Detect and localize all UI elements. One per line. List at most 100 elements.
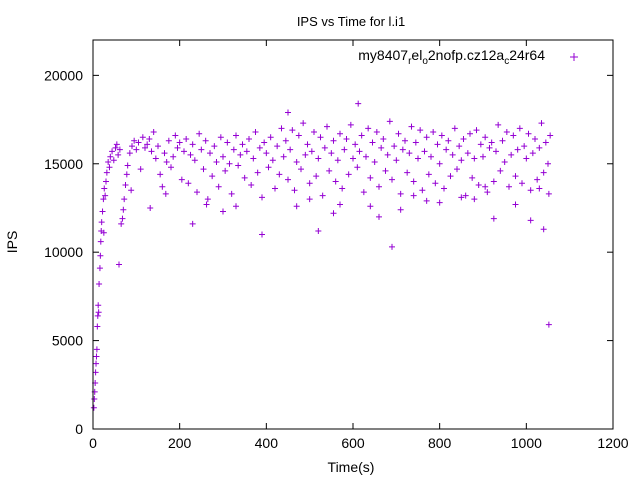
data-point bbox=[304, 141, 311, 148]
data-point bbox=[97, 252, 104, 259]
data-point bbox=[399, 146, 406, 153]
data-point bbox=[93, 353, 100, 360]
data-point bbox=[397, 190, 404, 197]
data-point bbox=[265, 164, 272, 171]
data-point bbox=[233, 132, 239, 139]
data-point bbox=[449, 151, 456, 158]
data-point bbox=[391, 143, 398, 150]
legend-label-part: c bbox=[504, 56, 509, 67]
data-point bbox=[308, 148, 315, 155]
data-point bbox=[116, 146, 123, 153]
data-point bbox=[367, 174, 374, 181]
data-point bbox=[92, 369, 99, 376]
data-point bbox=[269, 157, 276, 164]
data-point bbox=[280, 153, 287, 160]
data-point bbox=[311, 128, 317, 135]
data-point bbox=[486, 144, 493, 151]
data-point bbox=[159, 183, 166, 190]
data-point bbox=[371, 159, 378, 166]
data-point bbox=[124, 162, 131, 169]
legend-label-part: o bbox=[422, 56, 428, 67]
data-point bbox=[456, 143, 463, 150]
data-point bbox=[123, 171, 130, 178]
data-point bbox=[408, 123, 415, 130]
data-point bbox=[278, 125, 285, 132]
data-point bbox=[534, 176, 541, 183]
data-point bbox=[330, 137, 337, 144]
data-point bbox=[237, 151, 244, 158]
x-tick-label: 600 bbox=[341, 435, 365, 451]
data-point bbox=[443, 146, 450, 153]
data-point bbox=[438, 132, 445, 139]
data-point bbox=[430, 128, 437, 135]
data-point bbox=[363, 153, 369, 160]
data-point bbox=[347, 121, 354, 128]
data-point bbox=[321, 144, 328, 151]
y-tick-label: 0 bbox=[75, 421, 83, 437]
data-point bbox=[174, 144, 181, 151]
data-point bbox=[94, 312, 101, 319]
data-point bbox=[337, 130, 343, 137]
data-point bbox=[512, 173, 519, 180]
data-point bbox=[332, 178, 339, 185]
data-point bbox=[121, 196, 128, 203]
legend: my8407relo2nofp.cz12ac24r64 bbox=[358, 47, 578, 67]
data-point bbox=[480, 153, 486, 160]
data-point bbox=[248, 181, 255, 188]
data-point bbox=[129, 143, 135, 150]
data-point bbox=[417, 127, 424, 134]
data-point bbox=[105, 159, 112, 166]
data-point bbox=[404, 169, 411, 176]
data-point bbox=[119, 215, 126, 222]
data-point bbox=[96, 265, 103, 272]
data-point bbox=[194, 189, 200, 196]
data-point bbox=[350, 155, 356, 162]
data-point bbox=[131, 137, 138, 144]
data-point bbox=[355, 100, 362, 107]
data-point bbox=[157, 171, 164, 178]
data-point bbox=[306, 180, 313, 187]
data-point bbox=[356, 148, 363, 155]
legend-label-part: 2nofp.cz12a bbox=[428, 47, 504, 63]
data-point bbox=[380, 136, 387, 143]
legend-label-part: 24r64 bbox=[509, 47, 545, 63]
data-points bbox=[90, 100, 554, 411]
data-point bbox=[369, 139, 376, 146]
data-point bbox=[217, 134, 224, 141]
data-point bbox=[144, 141, 151, 148]
data-point bbox=[330, 210, 337, 217]
legend-marker bbox=[570, 53, 578, 61]
data-point bbox=[239, 141, 246, 148]
data-point bbox=[146, 136, 153, 143]
data-point bbox=[315, 155, 322, 162]
data-point bbox=[532, 136, 538, 143]
data-point bbox=[376, 183, 382, 190]
data-point bbox=[178, 176, 185, 183]
data-point bbox=[196, 130, 203, 137]
data-point bbox=[224, 139, 231, 146]
data-point bbox=[516, 125, 523, 132]
data-point bbox=[345, 171, 352, 178]
data-point bbox=[100, 196, 107, 203]
data-point bbox=[389, 243, 395, 250]
data-point bbox=[220, 153, 226, 160]
data-point bbox=[211, 143, 218, 150]
data-point bbox=[529, 150, 536, 157]
data-point bbox=[460, 136, 467, 143]
data-point bbox=[298, 166, 304, 173]
data-point bbox=[386, 118, 393, 125]
data-point bbox=[360, 189, 367, 196]
data-point bbox=[181, 148, 187, 155]
data-point bbox=[343, 136, 350, 143]
data-point bbox=[384, 151, 391, 158]
data-point bbox=[103, 169, 110, 176]
data-point bbox=[267, 134, 274, 141]
data-point bbox=[135, 139, 142, 146]
x-tick-label: 1200 bbox=[597, 435, 628, 451]
data-point bbox=[471, 196, 478, 203]
data-point bbox=[233, 203, 239, 210]
data-point bbox=[226, 160, 233, 167]
data-point bbox=[523, 155, 530, 162]
data-point bbox=[475, 181, 482, 188]
data-point bbox=[93, 360, 100, 367]
